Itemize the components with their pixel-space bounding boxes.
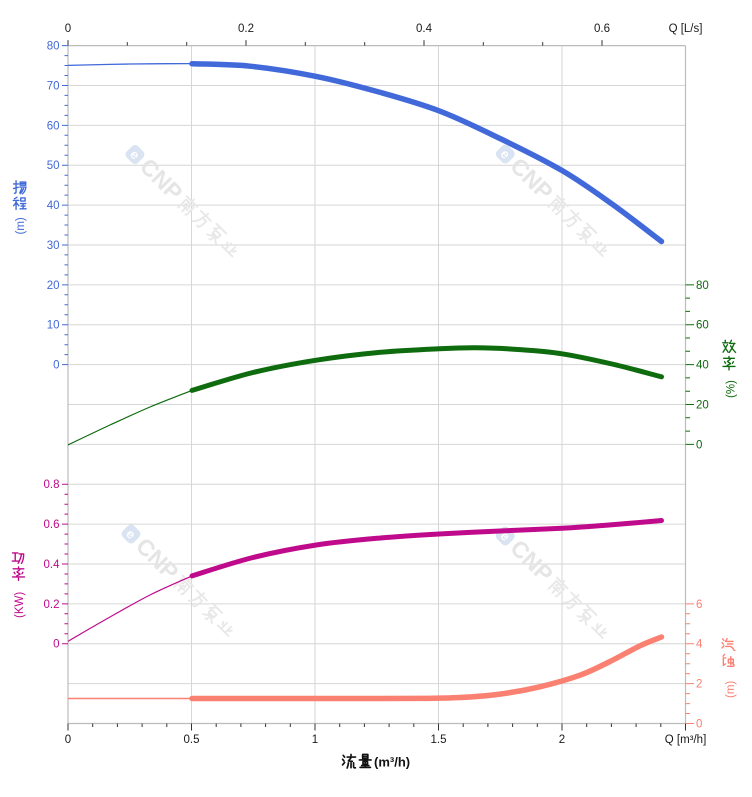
svg-text:4: 4 [696, 639, 703, 651]
svg-text:60: 60 [696, 320, 709, 332]
svg-text:10: 10 [47, 320, 60, 332]
svg-text:40: 40 [696, 360, 709, 372]
svg-text:1.5: 1.5 [431, 734, 447, 746]
svg-text:0: 0 [696, 719, 702, 731]
svg-text:0.2: 0.2 [238, 23, 254, 35]
svg-text:2: 2 [696, 679, 702, 691]
svg-text:0.4: 0.4 [416, 23, 433, 35]
svg-text:50: 50 [47, 160, 60, 172]
svg-text:70: 70 [47, 81, 60, 93]
svg-text:0.4: 0.4 [44, 559, 61, 571]
svg-text:20: 20 [696, 400, 709, 412]
svg-text:0.8: 0.8 [44, 479, 60, 491]
svg-text:(m): (m) [725, 681, 737, 698]
svg-text:CNP: CNP [505, 535, 558, 588]
svg-text:(m³/h): (m³/h) [374, 755, 410, 770]
svg-text:CNP: CNP [505, 153, 558, 206]
svg-text:40: 40 [47, 200, 60, 212]
svg-text:0.2: 0.2 [44, 599, 60, 611]
svg-text:0: 0 [53, 360, 59, 372]
svg-text:CNP: CNP [131, 533, 184, 586]
svg-text:60: 60 [47, 120, 60, 132]
svg-text:0: 0 [696, 439, 702, 451]
svg-text:Q [L/s]: Q [L/s] [669, 23, 703, 35]
svg-text:0: 0 [53, 639, 59, 651]
svg-text:Q [m³/h]: Q [m³/h] [665, 734, 707, 746]
svg-text:30: 30 [47, 240, 60, 252]
svg-text:0: 0 [65, 734, 71, 746]
svg-text:(m): (m) [15, 217, 27, 234]
svg-text:80: 80 [696, 280, 709, 292]
svg-text:6: 6 [696, 599, 702, 611]
svg-text:0.5: 0.5 [184, 734, 200, 746]
svg-text:20: 20 [47, 280, 60, 292]
svg-text:CNP: CNP [135, 153, 188, 206]
svg-text:1: 1 [312, 734, 318, 746]
svg-text:(KW): (KW) [14, 592, 26, 618]
svg-text:0.6: 0.6 [44, 519, 60, 531]
svg-text:0: 0 [65, 23, 71, 35]
svg-text:2: 2 [559, 734, 565, 746]
svg-text:(%): (%) [726, 380, 738, 398]
svg-text:80: 80 [47, 41, 60, 53]
svg-text:0.6: 0.6 [594, 23, 610, 35]
